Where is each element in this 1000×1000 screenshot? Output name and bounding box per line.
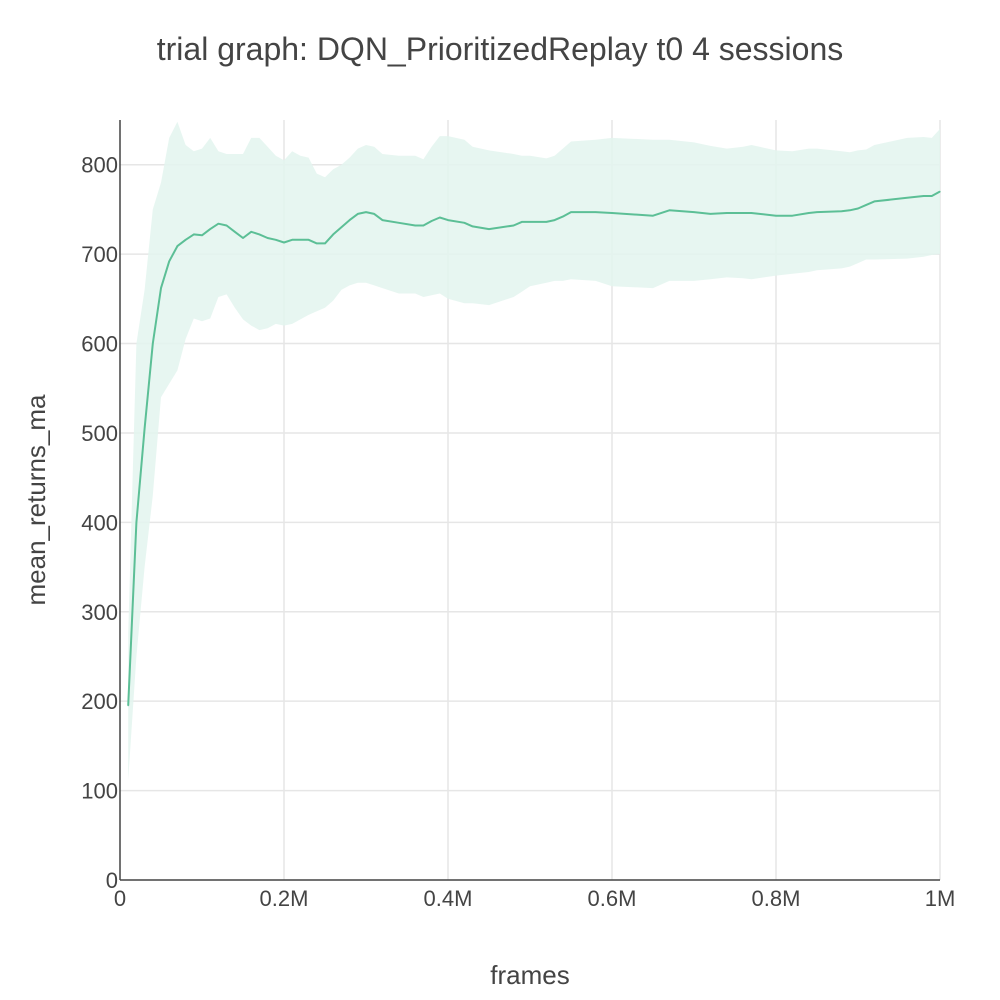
data-point [176, 245, 178, 247]
data-point [209, 228, 211, 230]
y-tick-label: 100 [81, 779, 118, 804]
data-point [873, 200, 876, 202]
data-point [144, 427, 146, 430]
y-tick-label: 800 [81, 153, 118, 178]
data-point [652, 215, 654, 217]
data-point [816, 211, 818, 213]
y-tick-label: 500 [81, 421, 118, 446]
x-tick-labels: 0 0.2M 0.4M 0.6M 0.8M 1M [114, 886, 955, 911]
y-tick-label: 400 [81, 510, 118, 535]
data-point [258, 233, 260, 235]
series-lines [127, 190, 941, 707]
data-point [267, 237, 269, 239]
data-point [693, 211, 695, 213]
data-point [439, 216, 441, 219]
data-point [324, 242, 326, 244]
data-point [742, 212, 744, 214]
data-point [193, 233, 195, 235]
data-point [226, 224, 228, 227]
y-tick-label: 200 [81, 689, 118, 714]
x-tick-label: 0.2M [260, 886, 309, 911]
data-point [217, 223, 219, 225]
series-line [127, 190, 941, 706]
data-point [906, 197, 908, 199]
data-point [463, 222, 465, 224]
data-point [521, 221, 523, 223]
data-point [275, 239, 277, 241]
series-band [128, 121, 940, 780]
data-point [611, 212, 613, 214]
data-point [340, 226, 342, 228]
y-tick-label: 700 [81, 242, 118, 267]
data-point [595, 211, 597, 213]
data-point [570, 211, 572, 213]
y-tick-label: 300 [81, 600, 118, 625]
axes [119, 120, 940, 881]
y-tick-labels: 0 100 200 300 400 500 600 700 800 [81, 153, 118, 893]
data-point [791, 215, 794, 217]
data-point [365, 211, 367, 213]
data-point [545, 221, 548, 223]
data-point [316, 242, 318, 244]
data-point [849, 209, 851, 211]
data-point [381, 219, 383, 221]
data-point [201, 234, 203, 236]
data-point [709, 213, 712, 215]
data-point [431, 220, 433, 222]
data-point [865, 204, 867, 206]
data-point [529, 221, 531, 223]
data-point [726, 212, 728, 214]
data-point [234, 231, 236, 233]
data-point [447, 219, 449, 221]
data-point [398, 222, 400, 224]
data-point [283, 241, 285, 244]
x-tick-label: 1M [925, 886, 956, 911]
data-point [349, 219, 351, 221]
data-point [923, 195, 925, 197]
data-point [422, 224, 424, 227]
data-point [332, 233, 334, 235]
data-point [775, 215, 777, 217]
data-point [357, 213, 359, 215]
y-tick-label: 0 [106, 868, 118, 893]
data-point [488, 228, 490, 230]
data-point [562, 216, 564, 218]
y-axis-title: mean_returns_ma [21, 394, 51, 606]
data-point [472, 225, 474, 227]
data-point [291, 239, 293, 241]
x-tick-label: 0.4M [424, 886, 473, 911]
data-point [168, 260, 170, 262]
data-point [841, 210, 843, 212]
data-point [513, 224, 515, 227]
data-point [308, 239, 310, 241]
data-point [554, 219, 556, 221]
data-point [152, 342, 154, 345]
data-point [939, 190, 941, 193]
data-point [127, 705, 129, 707]
x-tick-label: 0 [114, 886, 126, 911]
data-point [373, 213, 375, 215]
data-point [808, 212, 810, 214]
data-point [160, 287, 162, 289]
data-point [135, 521, 137, 524]
data-point [931, 195, 933, 197]
data-point [857, 207, 859, 210]
data-point [185, 239, 187, 241]
data-point [750, 212, 753, 214]
y-tick-label: 600 [81, 332, 118, 357]
confidence-bands [128, 121, 940, 780]
data-point [242, 237, 244, 239]
data-point [668, 209, 671, 211]
x-tick-label: 0.8M [752, 886, 801, 911]
x-tick-label: 0.6M [588, 886, 637, 911]
data-point [299, 239, 301, 241]
x-axis-title: frames [490, 960, 569, 990]
data-point [414, 224, 416, 227]
data-point [250, 231, 252, 233]
chart-title: trial graph: DQN_PrioritizedReplay t0 4 … [157, 31, 844, 67]
